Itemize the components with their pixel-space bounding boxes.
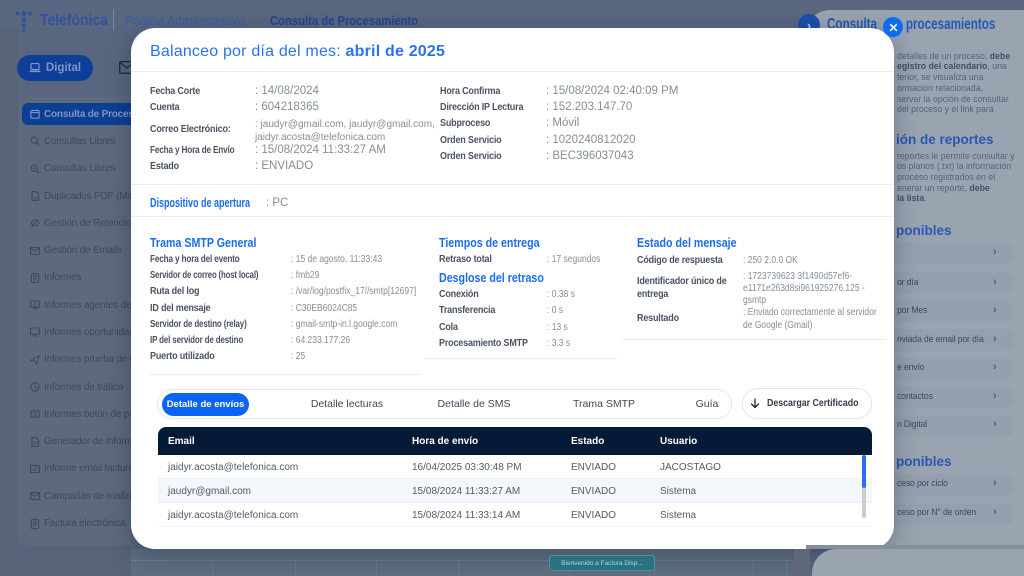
svg-text:$: $ [34,412,37,418]
